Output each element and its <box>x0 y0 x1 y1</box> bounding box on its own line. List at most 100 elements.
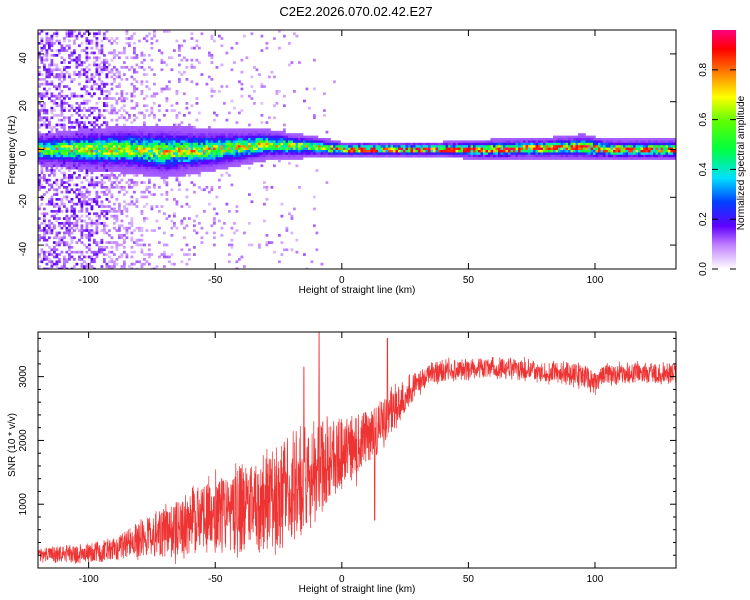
heat-cell <box>290 157 294 160</box>
heat-cell <box>58 135 61 139</box>
heat-cell <box>140 212 144 216</box>
heat-cell <box>65 154 69 158</box>
heat-cell <box>113 80 116 84</box>
heat-cell <box>555 147 559 151</box>
heat-cell <box>413 145 416 148</box>
heat-cell <box>190 142 194 146</box>
heat-cell <box>185 253 189 256</box>
heat-cell <box>123 147 126 151</box>
heat-cell <box>128 202 131 206</box>
heat-cell <box>135 171 139 175</box>
heat-cell <box>110 162 114 165</box>
heat-cell <box>200 169 204 172</box>
heat-cell <box>120 126 124 129</box>
heat-cell <box>95 56 99 60</box>
heat-cell <box>150 171 154 175</box>
heat-cell <box>140 154 144 158</box>
heat-cell <box>235 128 239 132</box>
heat-cell <box>173 123 176 127</box>
heat-cell <box>210 157 214 160</box>
heat-cell <box>40 169 44 172</box>
heat-cell <box>575 154 579 158</box>
heat-cell <box>78 63 81 67</box>
heat-cell <box>73 135 76 139</box>
heat-cell <box>80 145 84 148</box>
heat-cell <box>55 188 59 192</box>
heat-cell <box>208 162 211 165</box>
heat-cell <box>418 150 421 153</box>
heat-cell <box>63 236 66 240</box>
heat-cell <box>95 135 99 139</box>
heat-cell <box>305 138 309 141</box>
heat-cell <box>53 241 56 244</box>
heat-cell <box>58 39 61 43</box>
heat-cell <box>43 159 46 163</box>
heat-cell <box>60 181 64 184</box>
heat-cell <box>80 250 84 254</box>
heat-cell <box>85 154 89 158</box>
heat-cell <box>143 166 146 170</box>
heat-cell <box>233 164 236 168</box>
heat-cell <box>223 102 226 105</box>
heat-cell <box>558 135 561 139</box>
heat-cell <box>110 140 114 144</box>
heat-cell <box>78 202 81 206</box>
heat-cell <box>88 32 91 36</box>
heat-cell <box>133 90 136 93</box>
heat-cell <box>230 99 234 103</box>
heat-cell <box>100 46 104 50</box>
heat-cell <box>230 154 234 158</box>
heat-cell <box>53 152 56 156</box>
heat-cell <box>160 205 164 208</box>
heat-cell <box>178 164 181 168</box>
heat-cell <box>108 157 111 160</box>
heat-cell <box>140 169 144 172</box>
heat-cell <box>230 162 234 165</box>
heat-cell <box>223 130 226 134</box>
heat-cell <box>113 130 116 134</box>
heat-cell <box>648 145 651 148</box>
heat-cell <box>170 150 174 153</box>
heat-cell <box>178 150 181 153</box>
heat-cell <box>215 159 219 163</box>
heat-cell <box>80 150 84 153</box>
heat-cell <box>260 82 264 86</box>
heat-cell <box>180 248 184 252</box>
heat-cell <box>48 37 51 40</box>
heat-cell <box>528 154 531 158</box>
heat-cell <box>85 246 89 249</box>
heat-cell <box>140 164 144 168</box>
heat-cell <box>90 171 94 175</box>
heat-cell <box>605 154 609 158</box>
heat-cell <box>263 219 266 223</box>
heat-cell <box>248 123 251 127</box>
heat-cell <box>655 147 659 151</box>
heat-cell <box>98 63 101 67</box>
heat-cell <box>588 145 591 148</box>
heat-cell <box>45 231 49 235</box>
heat-cell <box>308 147 311 151</box>
heat-cell <box>443 154 446 158</box>
heat-cell <box>110 236 114 240</box>
heat-cell <box>40 94 44 98</box>
heat-cell <box>60 90 64 93</box>
heat-cell <box>263 135 266 139</box>
heat-cell <box>43 150 46 153</box>
heat-cell <box>108 205 111 208</box>
heat-cell <box>60 171 64 175</box>
heat-cell <box>125 128 129 132</box>
heat-cell <box>125 32 129 36</box>
heat-cell <box>73 212 76 216</box>
heat-cell <box>103 121 106 124</box>
heat-cell <box>250 32 254 36</box>
heat-cell <box>233 152 236 156</box>
heat-cell <box>55 217 59 220</box>
heat-cell <box>170 126 174 129</box>
heat-cell <box>118 133 121 136</box>
heat-cell <box>88 106 91 110</box>
heat-cell <box>365 145 369 148</box>
heat-cell <box>50 135 54 139</box>
heat-cell <box>123 169 126 172</box>
heat-cell <box>253 152 256 156</box>
heat-cell <box>118 205 121 208</box>
